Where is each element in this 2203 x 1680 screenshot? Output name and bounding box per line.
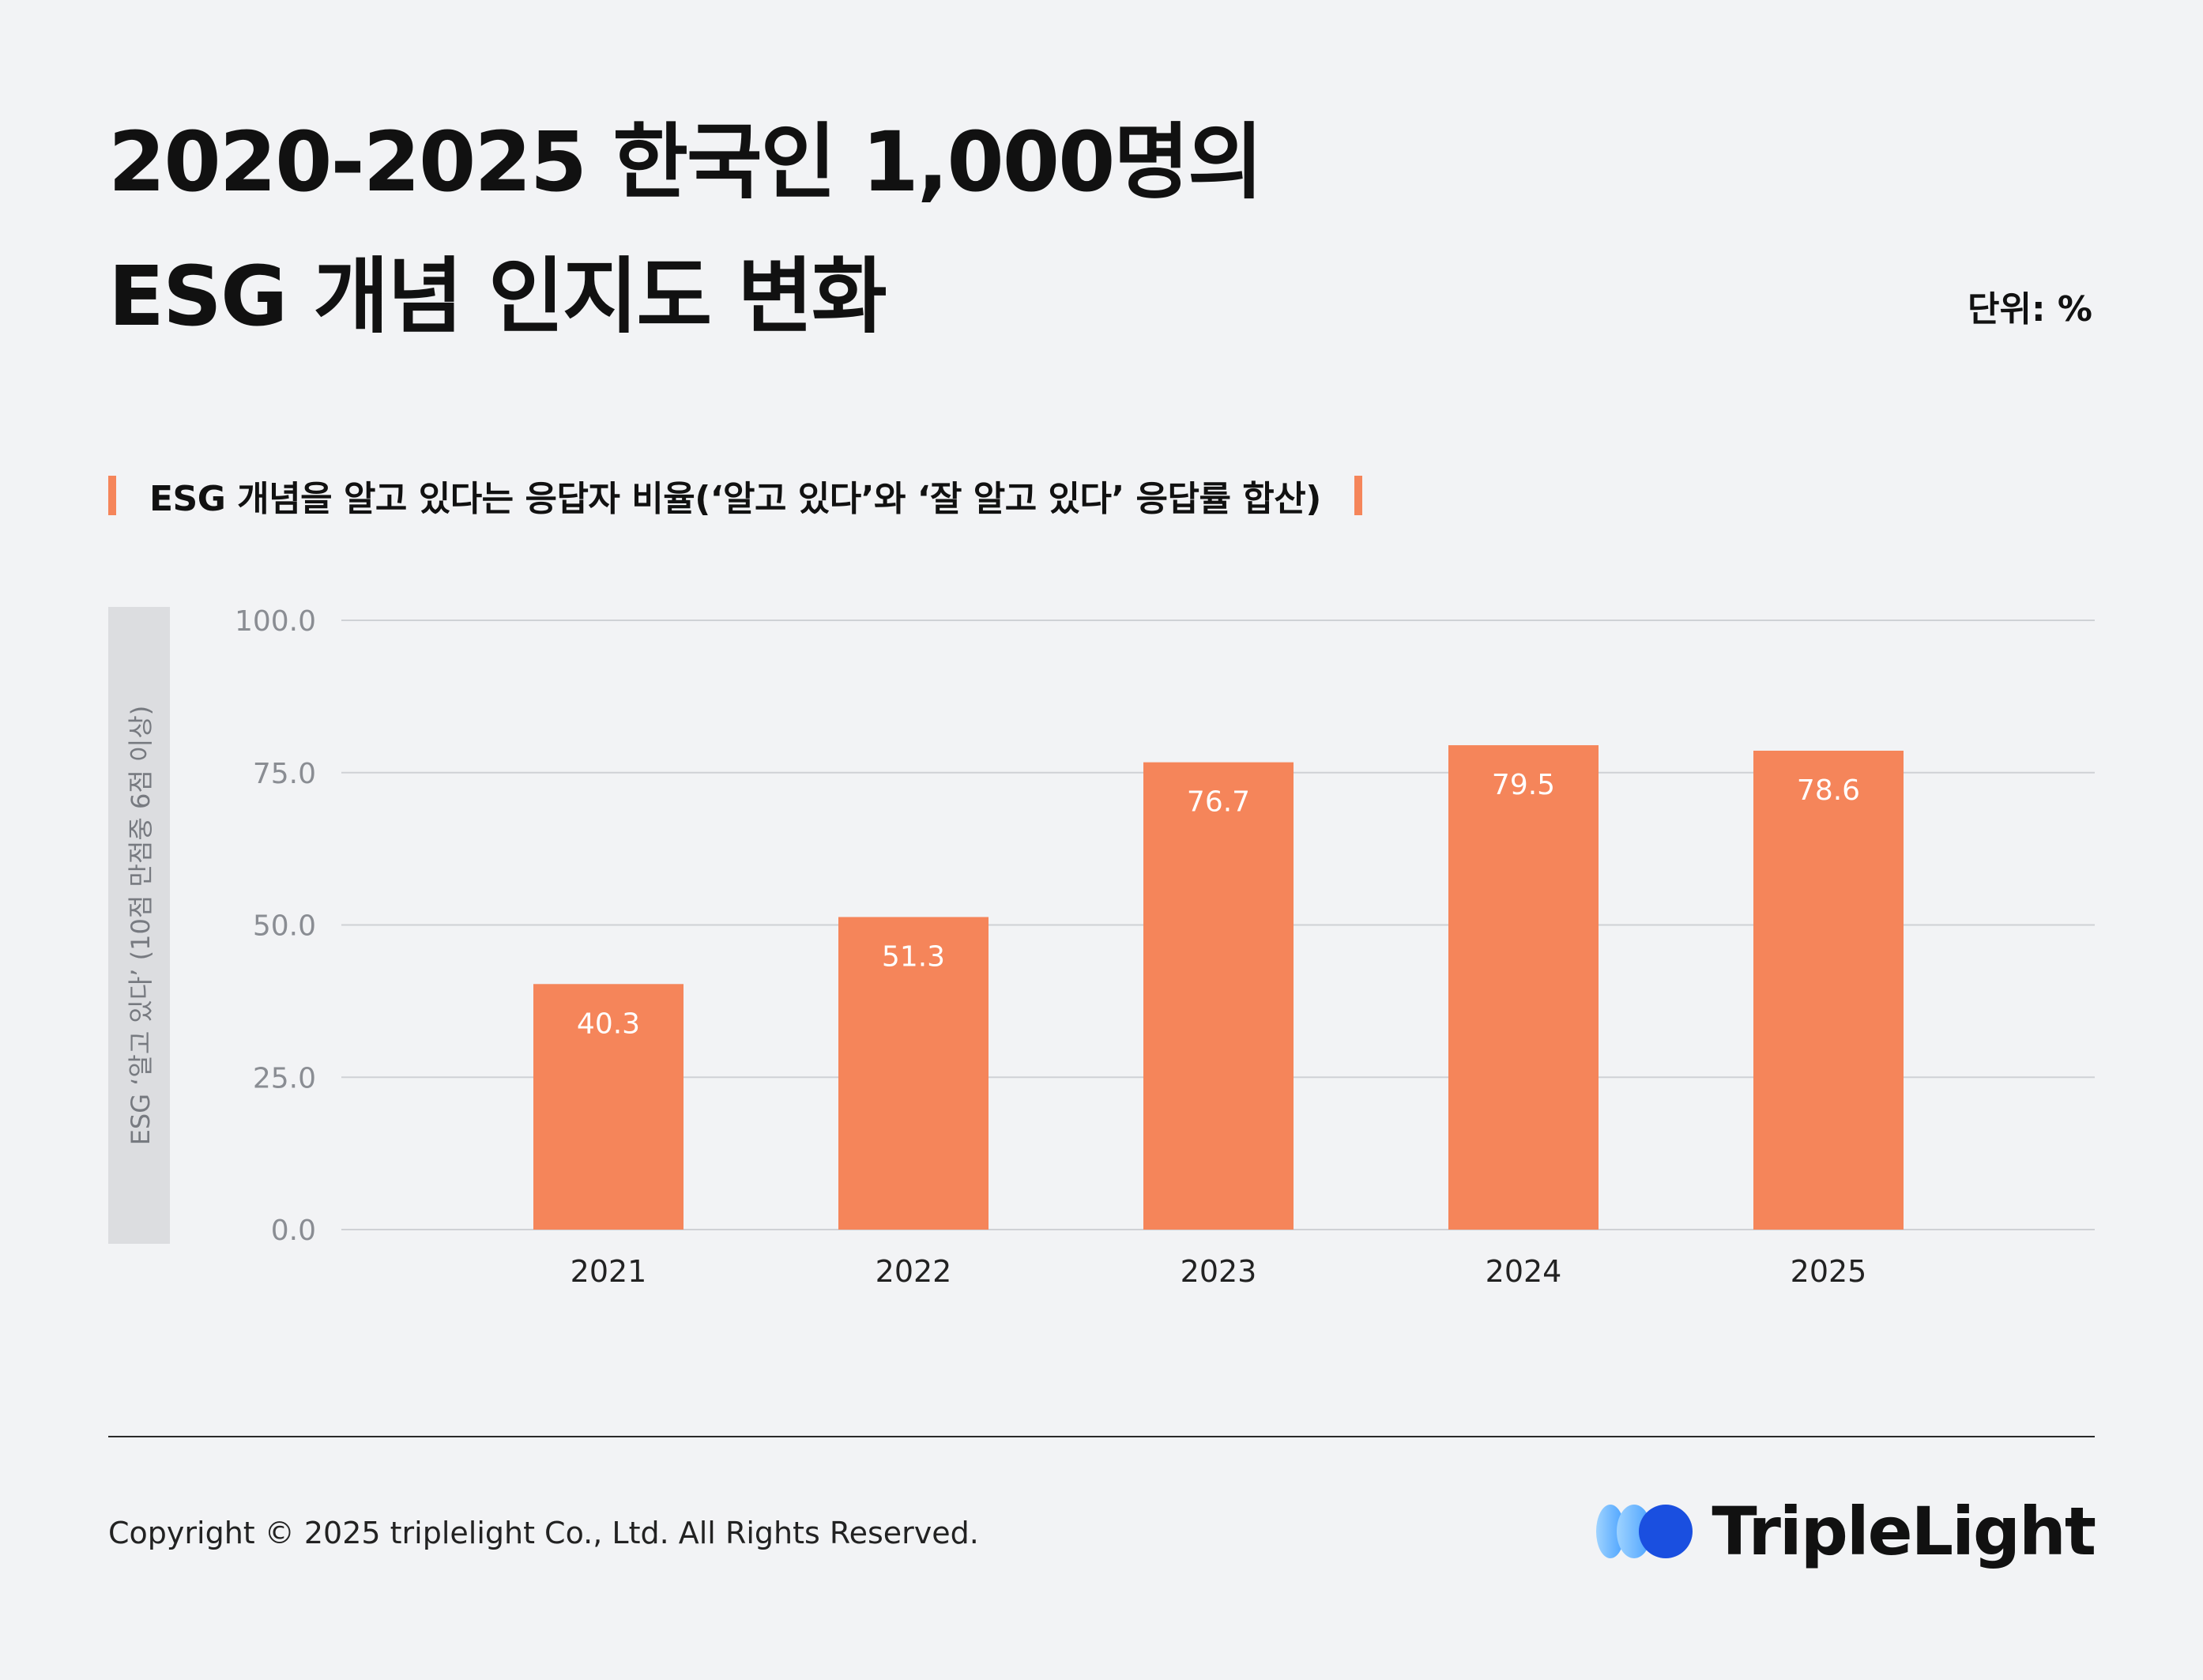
title-line-2: ESG 개념 인지도 변화 bbox=[108, 248, 887, 345]
chart-title: 2020-2025 한국인 1,000명의 ESG 개념 인지도 변화 bbox=[108, 95, 1263, 363]
y-tick-label: 50.0 bbox=[253, 910, 316, 943]
bar-chart: 0.0 25.0 50.0 75.0 100.0 40.3 2021 51.3 2022 76.7… bbox=[235, 605, 2095, 1289]
bar-value-label: 79.5 bbox=[1492, 769, 1555, 801]
bar bbox=[1143, 762, 1294, 1230]
bar-value-label: 76.7 bbox=[1187, 786, 1250, 819]
y-axis-label-box: ESG ‘알고 있다’ (10점 만점중 6점 이상) bbox=[108, 607, 170, 1244]
x-tick-label: 2021 bbox=[571, 1254, 647, 1289]
unit-label: 단위: % bbox=[1968, 289, 2092, 330]
bar-value-label: 40.3 bbox=[577, 1008, 640, 1040]
bar bbox=[1753, 750, 1904, 1230]
y-tick-label: 75.0 bbox=[253, 758, 316, 790]
triplelight-logo-icon bbox=[1596, 1505, 1693, 1558]
brand-name: TripleLight bbox=[1712, 1493, 2096, 1570]
x-tick-label: 2023 bbox=[1181, 1254, 1257, 1289]
y-tick-label: 25.0 bbox=[253, 1062, 316, 1094]
x-tick-label: 2025 bbox=[1791, 1254, 1867, 1289]
y-tick-label: 0.0 bbox=[271, 1215, 316, 1247]
x-tick-label: 2022 bbox=[876, 1254, 952, 1289]
y-tick-label: 100.0 bbox=[235, 605, 316, 638]
subtitle-text: ESG 개념을 알고 있다는 응답자 비율(‘알고 있다’와 ‘잘 알고 있다’… bbox=[149, 479, 1321, 519]
bar bbox=[533, 984, 683, 1230]
subtitle-accent-right bbox=[1354, 476, 1362, 515]
footer-divider bbox=[108, 1436, 2095, 1437]
subtitle-accent-left bbox=[108, 476, 116, 515]
title-line-1: 2020-2025 한국인 1,000명의 bbox=[108, 114, 1263, 210]
bar bbox=[1448, 745, 1599, 1230]
bar bbox=[838, 917, 989, 1230]
copyright-text: Copyright © 2025 triplelight Co., Ltd. A… bbox=[108, 1516, 979, 1550]
chart-subtitle: ESG 개념을 알고 있다는 응답자 비율(‘알고 있다’와 ‘잘 알고 있다’… bbox=[108, 474, 1362, 519]
bar-value-label: 78.6 bbox=[1797, 774, 1860, 807]
x-tick-label: 2024 bbox=[1486, 1254, 1562, 1289]
bar-value-label: 51.3 bbox=[882, 940, 945, 973]
brand-logo: TripleLight bbox=[1593, 1492, 2096, 1571]
